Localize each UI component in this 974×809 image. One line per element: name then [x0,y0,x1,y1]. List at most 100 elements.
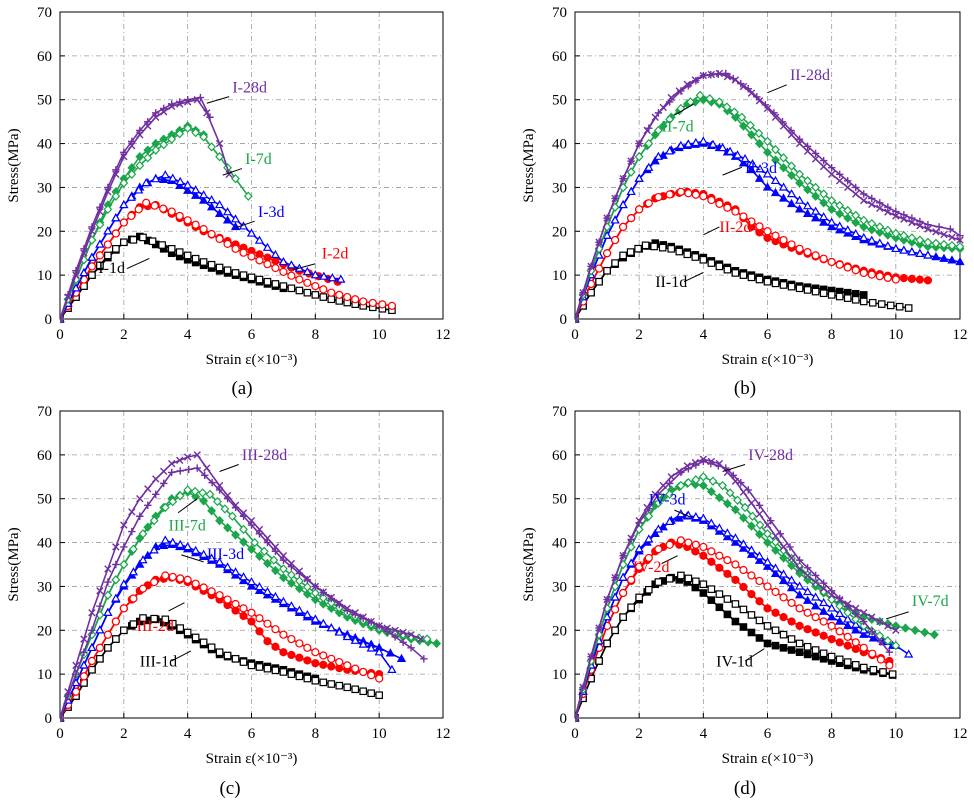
data-point [731,207,740,216]
data-point [714,462,723,470]
data-point [665,190,674,199]
data-point [190,486,200,497]
data-point [311,291,320,299]
data-point [885,661,894,670]
data-point [239,658,248,666]
data-point [134,185,144,194]
x-tick-label: 2 [635,327,643,343]
data-point [103,204,113,215]
series-ii-3d [575,136,965,323]
data-point [811,578,820,586]
data-point [263,637,272,646]
data-point [279,668,288,676]
data-point [692,461,700,469]
data-point [378,300,387,309]
data-point [715,590,724,598]
data-point [239,248,248,257]
data-point [119,178,129,188]
series-line-ii-1d-1 [575,242,864,320]
data-point [193,451,201,459]
data-point [867,235,877,244]
series-label-leader-line [177,498,198,514]
data-point [653,125,663,136]
data-point [575,714,579,722]
data-point [311,659,320,668]
data-point [904,304,913,312]
data-point [95,643,104,652]
data-point [795,604,804,613]
series-label-i-1d: I-1d [98,260,125,277]
data-point [335,657,344,667]
data-point [319,293,328,301]
data-point [899,230,909,241]
data-point [399,638,407,647]
data-point [859,232,869,242]
y-tick-label: 10 [37,667,52,683]
data-point [278,564,288,574]
data-point [208,478,216,487]
series-label-leader-line [235,220,255,229]
data-point [787,617,796,626]
data-point [231,173,240,184]
series-layer [575,69,965,324]
data-point [351,295,360,304]
y-tick-label: 0 [560,312,568,328]
data-point [779,593,788,602]
data-point [763,604,772,613]
data-point [892,212,900,220]
data-point [803,286,812,294]
data-point [287,562,296,571]
data-point [843,294,852,302]
data-point [747,628,756,637]
data-point [908,218,916,227]
data-point [168,572,177,582]
data-point [368,298,377,308]
data-point [144,485,152,493]
data-point [723,610,732,619]
data-point [691,511,701,521]
data-point [205,489,215,500]
data-point [96,261,104,270]
data-point [159,540,169,550]
data-point [176,467,184,475]
data-point [851,619,861,629]
data-point [667,245,676,253]
data-point [795,169,805,179]
data-point [731,269,740,277]
data-point [269,555,279,565]
data-point [860,609,868,617]
data-point [144,501,152,509]
y-tick-label: 60 [37,49,52,65]
series-label-leader-line [674,509,691,518]
data-point [238,572,249,581]
series-label-leader-line [886,611,909,620]
data-point [343,683,352,692]
data-point [955,256,965,266]
data-point [755,164,765,173]
data-point [835,170,844,178]
data-point [255,551,264,561]
data-point [161,571,170,580]
x-tick-label: 6 [764,726,772,742]
data-point [104,251,112,260]
data-point [876,204,884,212]
data-point [763,529,772,539]
data-point [183,575,192,584]
data-point [811,613,820,622]
series-i-28d [60,93,233,323]
data-point [691,547,700,556]
data-point [207,142,217,152]
data-point [602,249,612,258]
data-point [819,289,828,298]
data-point [739,623,748,631]
data-point [149,545,159,554]
y-tick-label: 40 [37,536,52,552]
data-point [827,603,837,612]
series-label-leader-line [126,258,150,270]
data-point [619,174,627,183]
data-point [747,521,756,531]
data-point [900,215,908,223]
data-point [755,138,764,149]
data-point [763,136,772,147]
y-tick-label: 60 [552,49,567,65]
